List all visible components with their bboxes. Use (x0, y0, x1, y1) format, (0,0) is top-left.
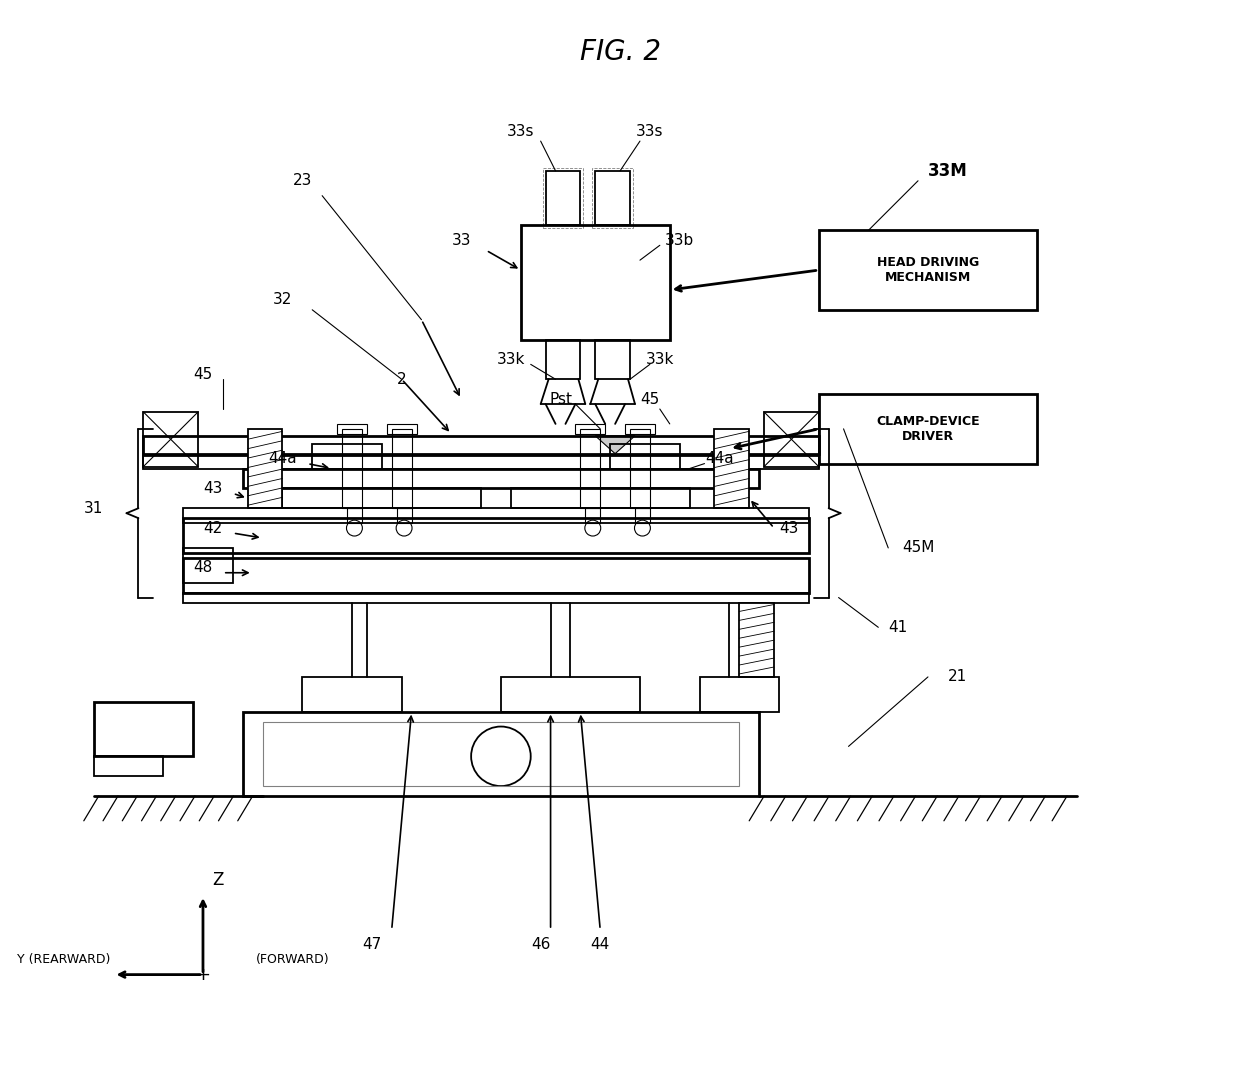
Bar (144, 412, 198, 467)
Bar (342, 429, 362, 508)
Bar (387, 424, 417, 433)
Bar (248, 429, 283, 508)
Bar (184, 508, 808, 523)
Bar (184, 593, 808, 603)
Text: 44: 44 (590, 938, 610, 952)
Bar (283, 488, 481, 508)
Bar (337, 424, 367, 433)
Text: FIG. 2: FIG. 2 (579, 38, 661, 66)
Bar (511, 488, 689, 508)
Text: 33M: 33M (928, 162, 967, 180)
Text: 45: 45 (640, 391, 660, 406)
Bar (595, 171, 630, 225)
Bar (625, 424, 655, 433)
Text: Y (REARWARD): Y (REARWARD) (17, 953, 110, 966)
Text: 43: 43 (779, 521, 799, 536)
Text: +: + (196, 966, 211, 983)
Text: 33k: 33k (646, 351, 675, 367)
Bar (94, 757, 164, 776)
Bar (303, 677, 402, 711)
Bar (543, 168, 583, 229)
Text: 41: 41 (889, 620, 908, 635)
Bar (635, 508, 650, 523)
Bar (392, 429, 412, 508)
Bar (593, 168, 632, 229)
Bar (595, 340, 630, 379)
Text: 42: 42 (203, 521, 222, 536)
Text: Pst: Pst (549, 391, 572, 406)
Text: 45M: 45M (901, 540, 934, 555)
Bar (630, 429, 650, 508)
Bar (764, 412, 818, 467)
Text: CLAMP-DEVICE
DRIVER: CLAMP-DEVICE DRIVER (877, 415, 980, 443)
Text: Z: Z (212, 871, 223, 889)
Bar (521, 225, 670, 340)
Text: 23: 23 (293, 174, 312, 189)
Bar (243, 711, 759, 796)
Bar (184, 519, 808, 553)
Text: 33s: 33s (507, 124, 534, 139)
Text: 33s: 33s (636, 124, 663, 139)
Bar (714, 429, 749, 508)
Bar (699, 677, 779, 711)
Bar (580, 429, 600, 508)
Bar (585, 508, 600, 523)
Text: 46: 46 (531, 938, 551, 952)
Text: 43: 43 (203, 481, 223, 496)
Bar (397, 508, 412, 523)
Bar (263, 721, 739, 786)
Text: 47: 47 (362, 938, 382, 952)
Bar (818, 231, 1037, 309)
Text: 31: 31 (84, 501, 103, 515)
Text: 48: 48 (193, 561, 212, 576)
Polygon shape (595, 436, 635, 454)
Text: HEAD DRIVING
MECHANISM: HEAD DRIVING MECHANISM (877, 257, 980, 285)
Bar (546, 340, 580, 379)
Bar (144, 436, 818, 454)
Bar (739, 603, 774, 677)
Text: 33: 33 (451, 233, 471, 248)
Bar (312, 444, 382, 469)
Bar (501, 677, 640, 711)
Text: 44a: 44a (706, 451, 734, 466)
Bar (546, 171, 580, 225)
Bar (610, 444, 680, 469)
Text: (FORWARD): (FORWARD) (255, 953, 329, 966)
Text: 45: 45 (193, 367, 212, 382)
Text: 44a: 44a (268, 451, 296, 466)
Text: 32: 32 (273, 292, 293, 307)
Bar (243, 469, 759, 488)
Text: 2: 2 (397, 372, 407, 387)
Bar (184, 548, 233, 583)
Text: 33k: 33k (497, 351, 525, 367)
Bar (575, 424, 605, 433)
Text: 33b: 33b (665, 233, 694, 248)
Bar (184, 557, 808, 593)
Bar (347, 508, 362, 523)
Bar (818, 395, 1037, 464)
Bar (144, 456, 818, 469)
Text: 21: 21 (949, 669, 967, 685)
Bar (94, 702, 193, 757)
